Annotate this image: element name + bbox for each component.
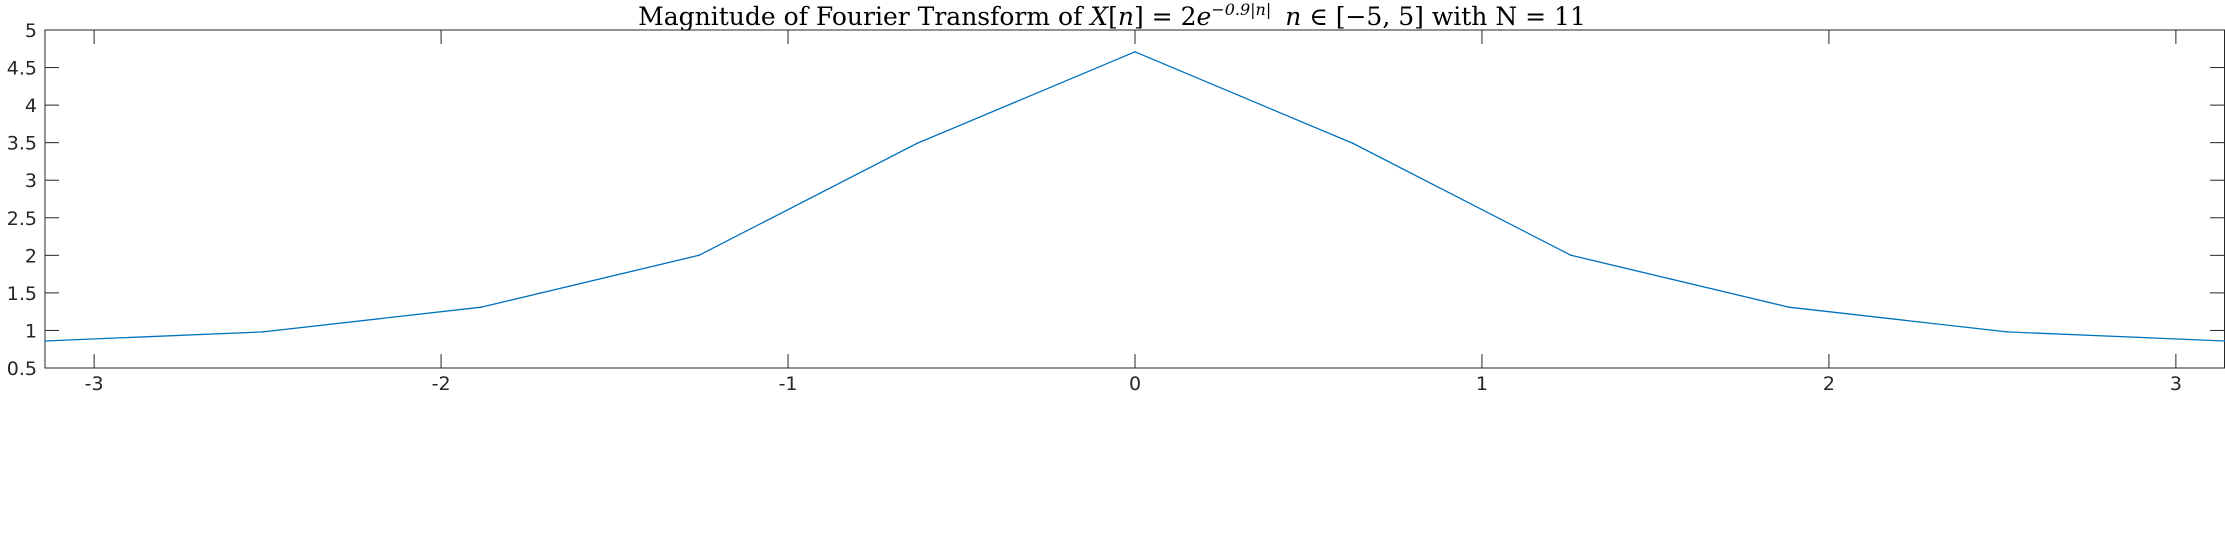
y-tick-label: 0.5	[7, 358, 37, 380]
x-tick-label: 3	[2170, 373, 2182, 395]
y-tick-label: 3.5	[7, 133, 37, 155]
chart-title: Magnitude of Fourier Transform of X[n] =…	[638, 0, 1586, 31]
y-tick-label: 2	[25, 245, 37, 267]
axis-ticks	[45, 29, 2224, 369]
title-domain-range: ∈ [−5, 5]	[1301, 2, 1424, 31]
x-tick-label: 0	[1129, 373, 1141, 395]
title-arg-close: ]	[1134, 2, 1144, 31]
series-point	[698, 254, 700, 257]
data-series	[44, 50, 2225, 342]
series-point	[1134, 50, 1136, 53]
series-point	[1788, 306, 1790, 308]
y-tick-label: 1.5	[7, 283, 37, 305]
title-arg-open: [	[1108, 2, 1118, 31]
axis-tick-labels: -3 -2 -1 0 1 2 3 0.5 1 1.5 2 2.5 3 3.5 4 4.5 5	[7, 20, 2182, 395]
title-n-symbol: n	[1118, 2, 1134, 31]
series-point	[1570, 254, 1572, 257]
y-tick-label: 1	[25, 320, 37, 342]
series-point	[480, 306, 482, 308]
series-point	[44, 340, 46, 342]
title-x-symbol: X	[1088, 2, 1109, 31]
y-tick-label: 3	[25, 170, 37, 192]
series-point	[262, 331, 264, 333]
y-tick-label: 4	[25, 95, 37, 117]
x-tick-label: -3	[85, 373, 104, 395]
series-point	[1352, 142, 1354, 145]
title-domain-n: n	[1285, 2, 1301, 31]
title-exponent: −0.9|n|	[1211, 0, 1271, 19]
title-equals: = 2	[1144, 2, 1197, 31]
title-e-symbol: e	[1196, 2, 1211, 31]
x-tick-label: 1	[1476, 373, 1488, 395]
x-tick-label: -2	[432, 373, 451, 395]
title-suffix: with N = 11	[1424, 2, 1586, 31]
y-tick-label: 4.5	[7, 58, 37, 80]
x-tick-label: 2	[1823, 373, 1835, 395]
y-tick-label: 2.5	[7, 208, 37, 230]
series-point	[916, 142, 918, 145]
series-point	[2006, 331, 2008, 333]
title-prefix: Magnitude of Fourier Transform of	[638, 2, 1090, 31]
y-tick-label: 5	[25, 20, 37, 42]
x-tick-label: -1	[779, 373, 798, 395]
